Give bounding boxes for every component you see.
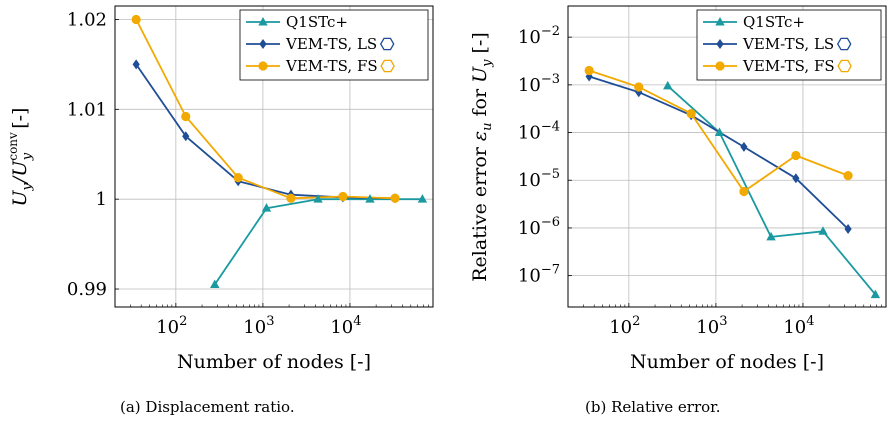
series-markers [584, 65, 881, 299]
x-tick-label: 104 [330, 314, 361, 338]
y-tick-label: 10−4 [518, 120, 560, 144]
series-lines [588, 69, 877, 296]
y-tick-label: 10−5 [518, 167, 560, 191]
data-point-diamond [132, 59, 140, 70]
data-point-circle [686, 108, 696, 119]
caption-b: (b) Relative error. [585, 398, 721, 416]
legend-label: VEM-TS, FS [285, 57, 378, 75]
hexagon-icon [380, 59, 395, 73]
data-point-circle [739, 186, 749, 197]
y-axis-label: Relative error εu for Uy [-] [469, 32, 495, 282]
legend-marker [715, 17, 725, 26]
hexagon-icon [837, 59, 852, 73]
y-tick-label: 1 [96, 189, 107, 210]
y-tick-label: 10−6 [518, 215, 560, 239]
series-line [588, 69, 849, 193]
y-axis-label: Uy/Uconvy [-] [6, 108, 35, 207]
legend: Q1STc+ VEM-TS, LS VEM-TS, FS [239, 9, 429, 81]
data-point-circle [181, 111, 191, 122]
data-point-triangle [210, 279, 220, 289]
y-tick-label: 1.01 [67, 99, 107, 120]
x-tick-label: 102 [156, 314, 187, 338]
x-tick-labels: 102 103 104 [609, 314, 814, 338]
hexagon-icon [836, 37, 852, 51]
legend-label: Q1STc+ [286, 13, 348, 31]
y-tick-label: 10−7 [518, 263, 560, 287]
data-point-triangle [313, 194, 323, 203]
legend-marker [716, 39, 724, 49]
x-tick-label: 103 [243, 314, 274, 338]
series-line [667, 85, 877, 296]
legend-marker [258, 17, 268, 26]
data-point-circle [131, 14, 141, 25]
series-line [135, 63, 396, 200]
data-point-triangle [870, 289, 881, 299]
data-point-circle [338, 191, 348, 202]
chart-panel-relative-error: 102 103 104 10−7 10−6 10−5 10−4 10−3 10−2 Numbe… [469, 5, 887, 373]
data-point-diamond [740, 141, 748, 152]
plot-frame [114, 5, 434, 308]
data-point-triangle [365, 194, 375, 203]
data-point-triangle [417, 194, 428, 203]
data-point-circle [390, 193, 400, 203]
plot-frame [567, 5, 887, 308]
caption-a: (a) Displacement ratio. [120, 398, 295, 416]
data-point-triangle [261, 203, 272, 212]
data-point-circle [233, 173, 243, 183]
data-point-triangle [663, 80, 673, 90]
y-tick-label: 10−2 [518, 24, 560, 48]
y-tick-label: 10−3 [518, 72, 560, 96]
hexagon-icon [379, 37, 395, 51]
data-point-triangle [766, 231, 776, 241]
data-point-diamond [792, 173, 800, 184]
data-point-triangle [818, 226, 828, 235]
x-axis-label: Number of nodes [-] [630, 351, 824, 373]
x-tick-label: 102 [609, 314, 640, 338]
legend-marker [259, 39, 267, 49]
data-point-diamond [844, 224, 852, 235]
data-point-diamond [182, 131, 190, 142]
data-point-circle [791, 150, 801, 161]
legend-label: VEM-TS, LS [742, 35, 834, 53]
legend-label: VEM-TS, FS [742, 57, 835, 75]
legend-label: Q1STc+ [743, 13, 805, 31]
x-tick-label: 104 [783, 314, 814, 338]
y-tick-labels: 0.99 1 1.01 1.02 [67, 9, 107, 300]
data-point-circle [843, 171, 853, 181]
data-point-triangle [714, 127, 725, 137]
legend-label: VEM-TS, LS [285, 35, 377, 53]
y-tick-labels: 10−7 10−6 10−5 10−4 10−3 10−2 [518, 24, 560, 286]
chart-panel-displacement-ratio: 102 103 104 0.99 1 1.01 1.02 Number of nodes … [6, 5, 434, 373]
data-point-circle [584, 65, 594, 76]
series-line [214, 198, 423, 286]
legend-marker [258, 61, 268, 71]
y-tick-label: 0.99 [67, 279, 107, 300]
x-axis-label: Number of nodes [-] [177, 351, 371, 373]
legend-marker [715, 61, 725, 71]
data-point-circle [634, 82, 644, 92]
legend: Q1STc+ VEM-TS, LS VEM-TS, FS [696, 9, 882, 81]
series-line [135, 19, 396, 200]
series-markers [131, 14, 428, 289]
x-tick-labels: 102 103 104 [156, 314, 361, 338]
y-tick-label: 1.02 [67, 9, 107, 30]
x-tick-label: 103 [696, 314, 727, 338]
data-point-circle [286, 193, 296, 203]
